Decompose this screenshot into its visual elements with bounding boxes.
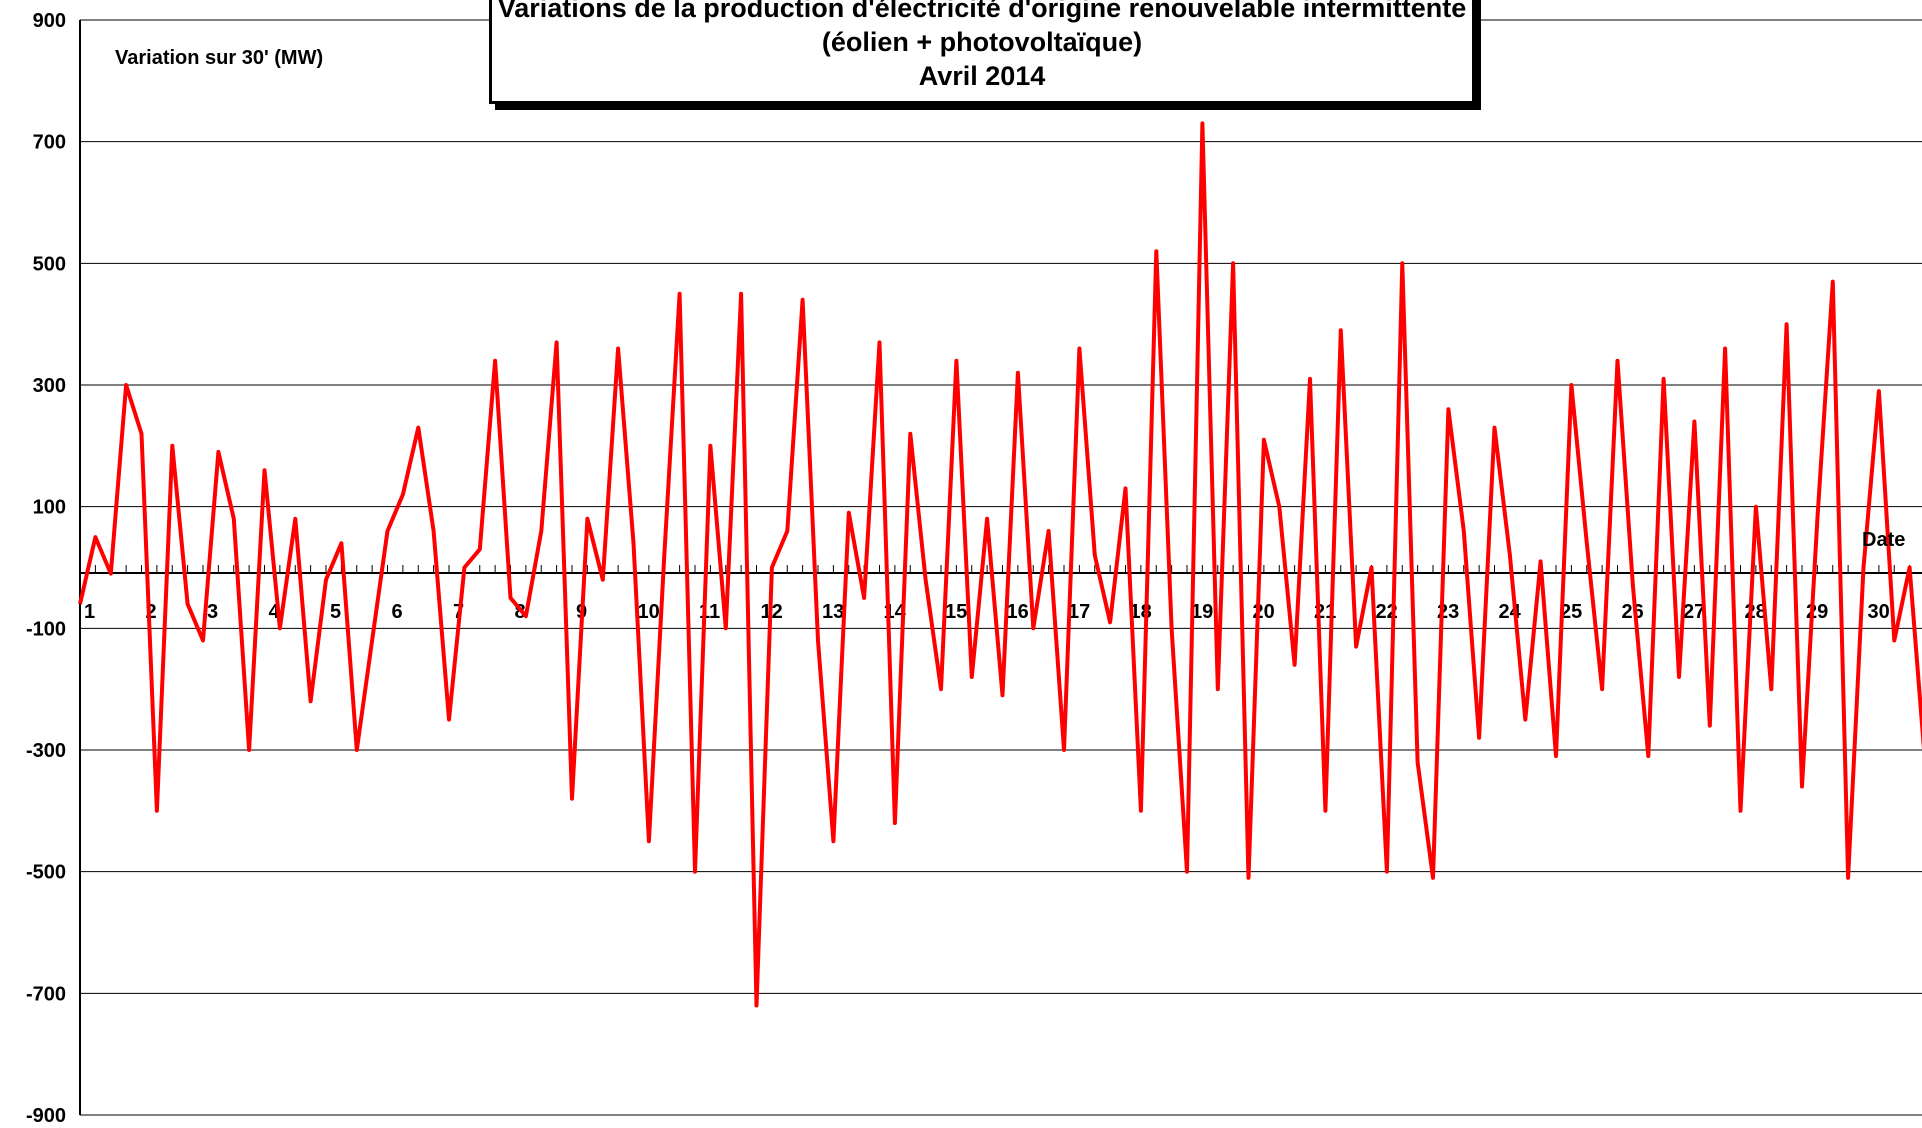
x-tick-label: 30 [1868, 601, 1890, 623]
y-tick-label: 700 [33, 132, 66, 154]
x-tick-label: 27 [1683, 601, 1705, 623]
x-tick-label: 15 [945, 601, 967, 623]
x-tick-label: 16 [1007, 601, 1029, 623]
x-tick-label: 3 [207, 601, 218, 623]
x-tick-label: 19 [1191, 601, 1213, 623]
y-tick-labels: 900 700 500 300 100 -100 -300 -500 -700 -900 [26, 10, 66, 1127]
x-tick-label: 24 [1499, 601, 1522, 623]
x-axis-ticks [79, 565, 1911, 573]
x-tick-label: 29 [1806, 601, 1828, 623]
x-tick-label: 2 [146, 601, 157, 623]
y-tick-label: 100 [33, 497, 66, 519]
chart-title-line-1: Variations de la production d'électricit… [497, 0, 1467, 23]
x-tick-label: 13 [822, 601, 844, 623]
x-tick-label: 1 [84, 601, 95, 623]
y-tick-label: 900 [33, 10, 66, 32]
chart-title-box: Variations de la production d'électricit… [489, 0, 1475, 104]
y-tick-label: 300 [33, 375, 66, 397]
y-tick-label: 500 [33, 253, 66, 275]
gridlines [80, 19, 1922, 1116]
x-tick-label: 6 [392, 601, 403, 623]
chart-title-line-3: Avril 2014 [918, 61, 1046, 91]
series-line [78, 121, 1922, 1008]
y-tick-label: -300 [26, 740, 66, 762]
x-tick-label: 25 [1560, 601, 1582, 623]
x-tick-label: 5 [330, 601, 341, 623]
y-tick-label: -100 [26, 618, 66, 640]
x-tick-labels: 1 2 3 4 5 6 7 8 9 10 11 12 13 14 15 16 17 18 19 20 21 22 23 24 2… [84, 601, 1890, 623]
chart-title-line-2: (éolien + photovoltaïque) [821, 27, 1143, 57]
y-axis-label: Variation sur 30' (MW) [115, 47, 323, 69]
x-axis-label: Date [1862, 529, 1905, 551]
x-tick-label: 17 [1068, 601, 1090, 623]
y-tick-label: -900 [26, 1105, 66, 1127]
x-tick-label: 10 [638, 601, 660, 623]
x-tick-label: 26 [1622, 601, 1644, 623]
y-tick-label: -500 [26, 862, 66, 884]
y-tick-label: -700 [26, 983, 66, 1005]
